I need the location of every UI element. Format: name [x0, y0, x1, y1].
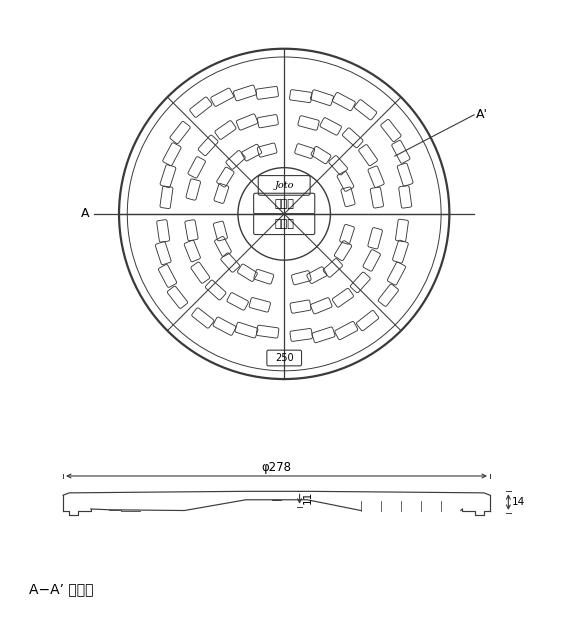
Text: Joto: Joto: [274, 181, 294, 190]
Text: 耐　圧: 耐 圧: [274, 219, 294, 229]
Text: A': A': [476, 108, 488, 122]
Text: 雨　水: 雨 水: [274, 198, 294, 209]
Text: A−A’ 断面図: A−A’ 断面図: [29, 582, 93, 596]
Text: 250: 250: [275, 353, 293, 363]
Text: φ278: φ278: [262, 461, 292, 474]
Text: 11: 11: [303, 491, 313, 504]
Text: A: A: [81, 208, 89, 220]
Text: 14: 14: [512, 497, 525, 507]
